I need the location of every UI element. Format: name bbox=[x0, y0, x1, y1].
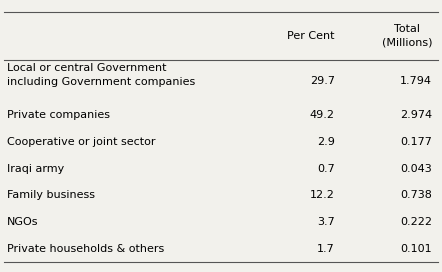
Text: Per Cent: Per Cent bbox=[287, 31, 335, 41]
Text: 2.9: 2.9 bbox=[317, 137, 335, 147]
Text: Family business: Family business bbox=[7, 190, 95, 200]
Text: Iraqi army: Iraqi army bbox=[7, 164, 64, 174]
Text: 3.7: 3.7 bbox=[317, 217, 335, 227]
Text: Local or central Government
including Government companies: Local or central Government including Go… bbox=[7, 63, 195, 87]
Text: 2.974: 2.974 bbox=[400, 110, 432, 120]
Text: 0.222: 0.222 bbox=[400, 217, 432, 227]
Text: Private companies: Private companies bbox=[7, 110, 110, 120]
Text: 0.177: 0.177 bbox=[400, 137, 432, 147]
Text: 0.7: 0.7 bbox=[317, 164, 335, 174]
Text: NGOs: NGOs bbox=[7, 217, 38, 227]
Text: Cooperative or joint sector: Cooperative or joint sector bbox=[7, 137, 155, 147]
Text: 12.2: 12.2 bbox=[310, 190, 335, 200]
Text: 1.794: 1.794 bbox=[400, 76, 432, 86]
Text: 0.738: 0.738 bbox=[400, 190, 432, 200]
Text: Private households & others: Private households & others bbox=[7, 244, 164, 254]
Text: 49.2: 49.2 bbox=[310, 110, 335, 120]
Text: 0.101: 0.101 bbox=[400, 244, 432, 254]
Text: 1.7: 1.7 bbox=[317, 244, 335, 254]
Text: 29.7: 29.7 bbox=[310, 76, 335, 86]
Text: 0.043: 0.043 bbox=[400, 164, 432, 174]
Text: Total
(Millions): Total (Millions) bbox=[382, 24, 432, 48]
